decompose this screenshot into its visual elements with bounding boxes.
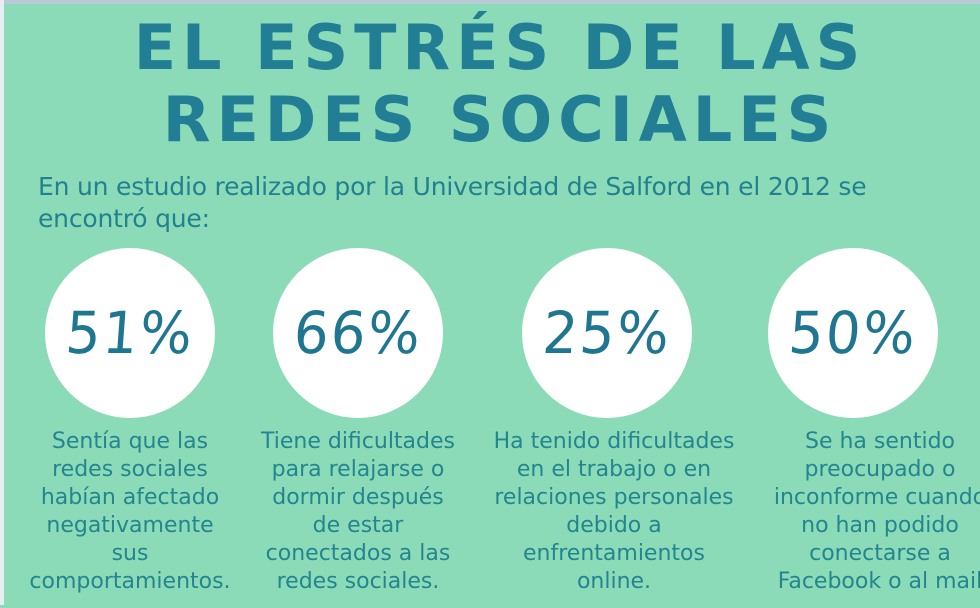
page-title: EL ESTRÉS DE LAS REDES SOCIALES (0, 12, 980, 156)
desc-line: Facebook o al mail (777, 569, 980, 594)
stat-card-1: 51% Sentía que las redes sociales habían… (5, 248, 255, 608)
stat-circle: 66% (273, 248, 443, 418)
stat-description: Ha tenido dificultades en el trabajo o e… (479, 428, 749, 596)
stat-percentage: 25% (540, 299, 674, 367)
frame-left-border (0, 0, 4, 605)
desc-line: sus (111, 541, 149, 566)
desc-line: enfrentamientos (523, 541, 705, 566)
desc-line: conectados a las (265, 541, 451, 566)
stat-card-2: 66% Tiene dificultades para relajarse o … (233, 248, 483, 608)
stat-percentage: 51% (63, 299, 197, 367)
desc-line: de estar (312, 513, 404, 538)
title-line-1: EL ESTRÉS DE LAS (133, 11, 867, 84)
stat-percentage: 66% (291, 299, 425, 367)
stat-card-3: 25% Ha tenido dificultades en el trabajo… (482, 248, 734, 608)
desc-line: negativamente (46, 513, 214, 538)
intro-line-1: En un estudio realizado por la Universid… (38, 172, 867, 201)
desc-line: en el trabajo o en (516, 457, 712, 482)
desc-line: inconforme cuando (773, 485, 980, 510)
desc-line: redes sociales (52, 457, 208, 482)
desc-line: conectarse a (809, 541, 951, 566)
stat-percentage: 50% (786, 299, 920, 367)
desc-line: habían afectado (40, 485, 220, 510)
desc-line: preocupado o (804, 457, 956, 482)
desc-line: Tiene dificultades (260, 429, 456, 454)
desc-line: redes sociales. (276, 569, 440, 594)
desc-line: relaciones personales (494, 485, 734, 510)
desc-line: comportamientos. (29, 569, 231, 594)
frame-top-border (0, 0, 980, 4)
stat-circle: 25% (522, 248, 692, 418)
desc-line: dormir después (272, 485, 444, 510)
desc-line: no han podido (801, 513, 959, 538)
desc-line: online. (576, 569, 652, 594)
stat-description: Tiene dificultades para relajarse o dorm… (223, 428, 493, 596)
stat-description: Sentía que las redes sociales habían afe… (0, 428, 265, 596)
desc-line: Se ha sentido (804, 429, 955, 454)
stat-circle: 50% (768, 248, 938, 418)
desc-line: para relajarse o (271, 457, 445, 482)
stat-circle: 51% (45, 248, 215, 418)
stat-description: Se ha sentido preocupado o inconforme cu… (745, 428, 980, 596)
intro-text: En un estudio realizado por la Universid… (38, 171, 968, 235)
stat-card-4: 50% Se ha sentido preocupado o inconform… (728, 248, 980, 608)
desc-line: Sentía que las (51, 429, 209, 454)
intro-line-2: encontró que: (38, 204, 210, 233)
desc-line: debido a (566, 513, 662, 538)
title-line-2: REDES SOCIALES (162, 83, 838, 156)
desc-line: Ha tenido dificultades (493, 429, 735, 454)
